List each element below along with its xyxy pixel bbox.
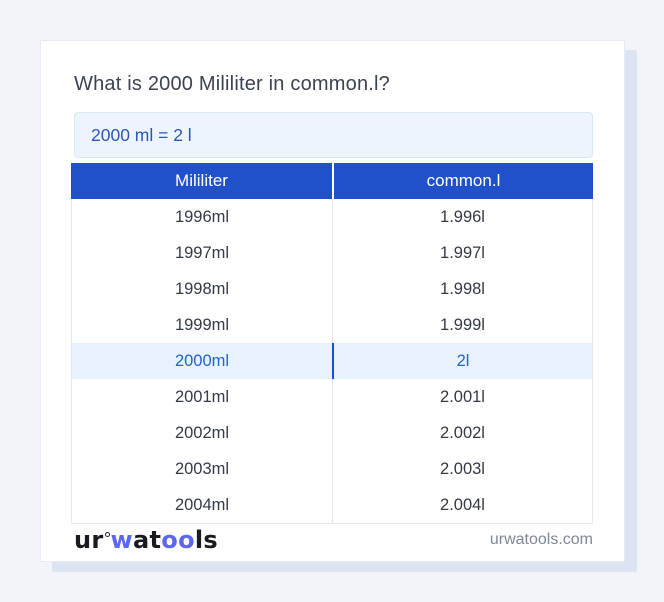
logo-oo: oo bbox=[161, 525, 195, 554]
table-row[interactable]: 2002ml 2.002l bbox=[72, 415, 592, 451]
conversion-card: What is 2000 Mililiter in common.l? 2000… bbox=[40, 40, 625, 562]
table-row[interactable]: 2001ml 2.001l bbox=[72, 379, 592, 415]
cell-common-l-value: 1.997l bbox=[332, 235, 592, 271]
cell-common-l-value: 2l bbox=[332, 343, 592, 379]
cell-mililiter-value: 2000ml bbox=[174, 351, 230, 370]
cell-common-l-value: 2.001l bbox=[332, 379, 592, 415]
cell-common-l-value: 2.004l bbox=[332, 487, 592, 523]
table-row-highlighted[interactable]: 2000ml 2l bbox=[72, 343, 592, 379]
degree-ring-icon bbox=[104, 531, 110, 537]
cell-mililiter-value: 1998ml bbox=[174, 279, 230, 298]
table-header-mililiter: Mililiter bbox=[175, 171, 228, 190]
table-row[interactable]: 1998ml 1.998l bbox=[72, 271, 592, 307]
cell-mililiter-value: 2004ml bbox=[174, 495, 230, 514]
site-url-text: urwatools.com bbox=[489, 530, 593, 548]
cell-common-l-value: 2.003l bbox=[332, 451, 592, 487]
logo-ur: ur bbox=[74, 525, 104, 554]
table-header-row: Mililiter common.l bbox=[71, 163, 593, 199]
cell-mililiter-value: 1997ml bbox=[174, 243, 230, 262]
page-title: What is 2000 Mililiter in common.l? bbox=[74, 73, 390, 95]
table-row[interactable]: 1997ml 1.997l bbox=[72, 235, 592, 271]
table-row[interactable]: 1996ml 1.996l bbox=[72, 199, 592, 235]
cell-common-l-value: 1.999l bbox=[332, 307, 592, 343]
cell-common-l-value: 2.002l bbox=[332, 415, 592, 451]
logo-ls: ls bbox=[194, 525, 218, 554]
table-row[interactable]: 2003ml 2.003l bbox=[72, 451, 592, 487]
conversion-table: Mililiter common.l 1996ml 1.996l 1997ml 1.9… bbox=[71, 163, 593, 524]
cell-mililiter-value: 1999ml bbox=[174, 315, 230, 334]
answer-box: 2000 ml = 2 l bbox=[74, 112, 593, 158]
logo-w: w bbox=[110, 525, 134, 554]
cell-common-l-value: 1.996l bbox=[332, 199, 592, 235]
card-footer: ur watools urwatools.com bbox=[41, 522, 624, 561]
cell-mililiter-value: 1996ml bbox=[174, 207, 230, 226]
cell-mililiter-value: 2001ml bbox=[174, 387, 230, 406]
cell-mililiter-value: 2003ml bbox=[174, 459, 230, 478]
table-row[interactable]: 2004ml 2.004l bbox=[72, 487, 592, 523]
table-header-common-l: common.l bbox=[332, 163, 593, 199]
cell-common-l-value: 1.998l bbox=[332, 271, 592, 307]
logo-at: at bbox=[133, 525, 162, 554]
conversion-table-body: 1996ml 1.996l 1997ml 1.997l 1998ml 1.998l 1999… bbox=[71, 199, 593, 524]
cell-mililiter-value: 2002ml bbox=[174, 423, 230, 442]
urwatools-logo[interactable]: ur watools bbox=[74, 526, 218, 554]
table-row[interactable]: 1999ml 1.999l bbox=[72, 307, 592, 343]
answer-text: 2000 ml = 2 l bbox=[91, 124, 192, 145]
